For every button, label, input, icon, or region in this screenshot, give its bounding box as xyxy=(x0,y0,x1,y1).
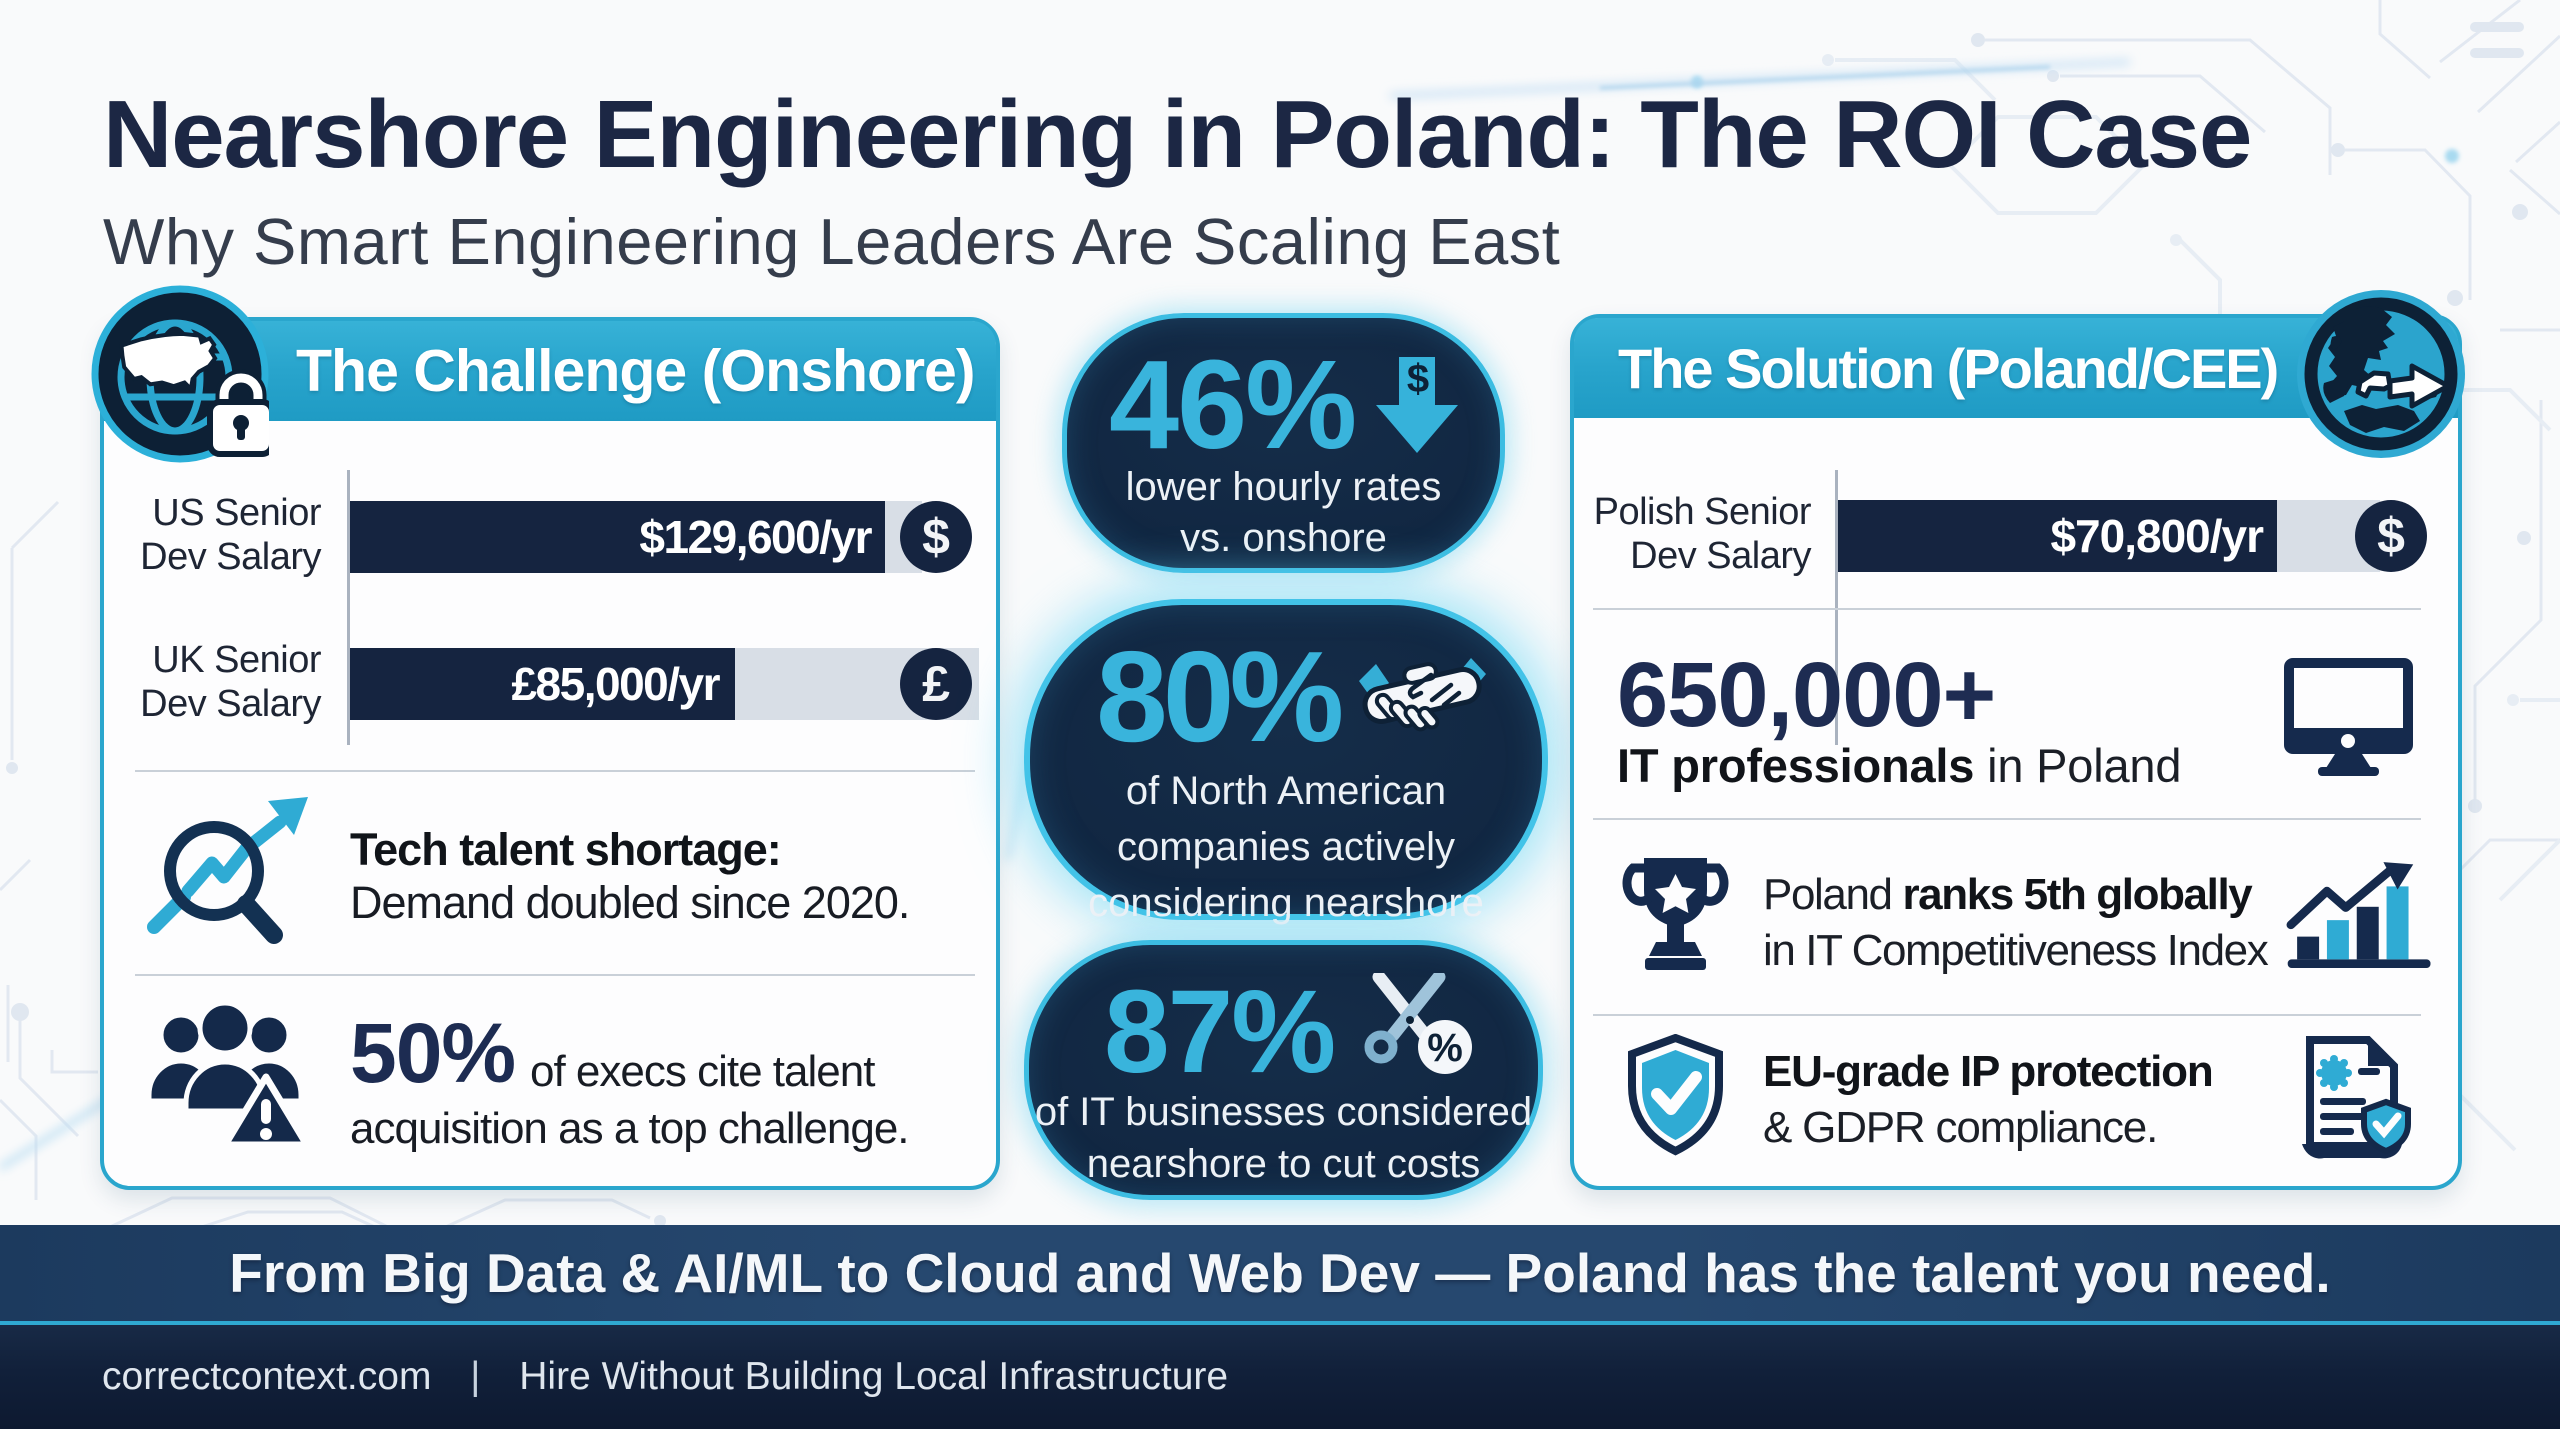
svg-text:%: % xyxy=(1427,1026,1463,1070)
svg-text:$: $ xyxy=(1407,357,1429,401)
